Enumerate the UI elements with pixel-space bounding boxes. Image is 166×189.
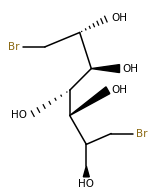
Text: Br: Br — [8, 42, 20, 52]
Polygon shape — [70, 87, 110, 115]
Text: Br: Br — [136, 129, 148, 139]
Text: OH: OH — [111, 85, 127, 95]
Text: HO: HO — [11, 111, 27, 121]
Text: OH: OH — [111, 13, 127, 23]
Polygon shape — [83, 166, 89, 177]
Text: OH: OH — [123, 64, 139, 74]
Text: HO: HO — [78, 179, 94, 189]
Polygon shape — [91, 65, 120, 73]
